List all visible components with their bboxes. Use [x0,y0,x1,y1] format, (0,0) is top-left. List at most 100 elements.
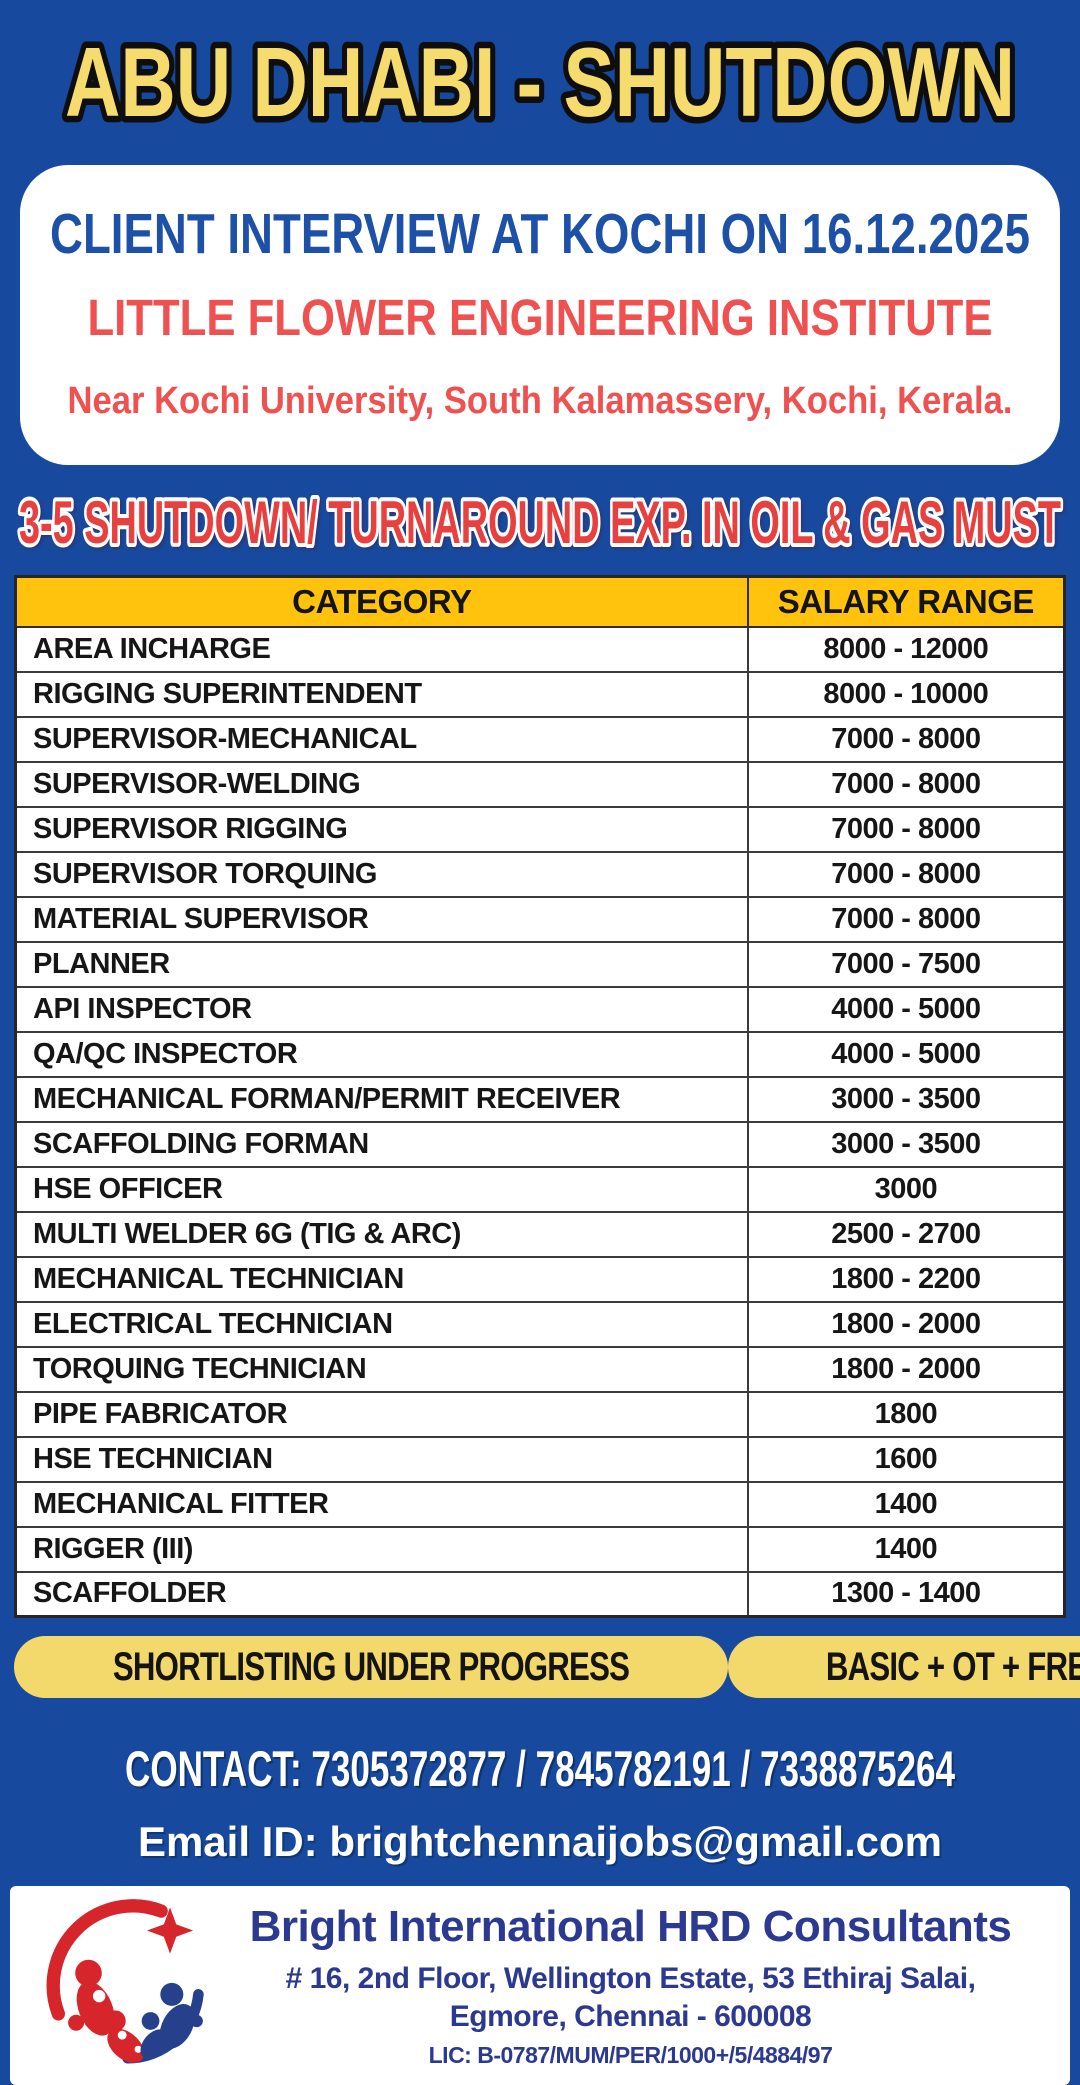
salary-cell: 4000 - 5000 [746,1030,1066,1078]
table-row: HSE OFFICER 3000 [14,1165,1066,1213]
salary-cell: 7000 - 8000 [746,805,1066,853]
table-row: PLANNER 7000 - 7500 [14,940,1066,988]
salary-cell: 1400 [746,1525,1066,1573]
category-cell: HSE OFFICER [14,1165,749,1213]
category-cell: MECHANICAL TECHNICIAN [14,1255,749,1303]
table-row: TORQUING TECHNICIAN 1800 - 2000 [14,1345,1066,1393]
experience-banner: 3-5 SHUTDOWN/ TURNAROUND EXP. IN OIL & G… [19,489,1061,556]
salary-cell: 4000 - 5000 [746,985,1066,1033]
salary-cell: 1800 - 2000 [746,1300,1066,1348]
category-cell: RIGGER (III) [14,1525,749,1573]
category-cell: SUPERVISOR RIGGING [14,805,749,853]
logo-figure-cutouts [92,1989,142,2053]
salary-cell: 3000 - 3500 [746,1075,1066,1123]
poster-title: ABU DHABI - SHUTDOWN [65,27,1015,137]
table-header-category: CATEGORY [14,575,749,628]
category-cell: MECHANICAL FITTER [14,1480,749,1528]
salary-cell: 2500 - 2700 [746,1210,1066,1258]
venue-name-svg: LITTLE FLOWER ENGINEERING INSTITUTE [88,289,993,346]
footer-text-block: Bright International HRD Consultants # 1… [225,1902,1056,2069]
salary-table-body: AREA INCHARGE 8000 - 12000 RIGGING SUPER… [14,625,1066,1618]
salary-cell: 1300 - 1400 [746,1570,1066,1618]
category-cell: SCAFFOLDING FORMAN [14,1120,749,1168]
table-header-row: CATEGORY SALARY RANGE [14,575,1066,628]
venue-name: LITTLE FLOWER ENGINEERING INSTITUTE [88,289,993,346]
salary-table: CATEGORY SALARY RANGE AREA INCHARGE 8000… [14,575,1066,1619]
badge-shortlisting-label: SHORTLISTING UNDER PROGRESS [112,1644,630,1689]
table-row: RIGGER (III) 1400 [14,1525,1066,1573]
category-cell: SUPERVISOR TORQUING [14,850,749,898]
category-cell: SUPERVISOR-WELDING [14,760,749,808]
logo-red-arc [46,1899,168,2021]
logo-blue-figures [140,1982,203,2059]
salary-cell: 1800 - 2000 [746,1345,1066,1393]
badges-row: SHORTLISTING UNDER PROGRESS BASIC + OT +… [14,1636,1080,1699]
salary-cell: 7000 - 8000 [746,850,1066,898]
category-cell: SUPERVISOR-MECHANICAL [14,715,749,763]
salary-cell: 3000 [746,1165,1066,1213]
logo-red-figures [68,1959,145,2063]
salary-cell: 1800 [746,1390,1066,1438]
badge-benefits-label: BASIC + OT + FREE FOOD & ACCO. [825,1644,1080,1689]
table-row: SCAFFOLDING FORMAN 3000 - 3500 [14,1120,1066,1168]
table-row: SCAFFOLDER 1300 - 1400 [14,1570,1066,1618]
logo-sparkle-icon [147,1907,194,1954]
poster-title-svg: ABU DHABI - SHUTDOWN [59,24,1022,141]
salary-cell: 3000 - 3500 [746,1120,1066,1168]
category-cell: MULTI WELDER 6G (TIG & ARC) [14,1210,749,1258]
badge-shortlisting: SHORTLISTING UNDER PROGRESS [14,1636,728,1699]
table-row: ELECTRICAL TECHNICIAN 1800 - 2000 [14,1300,1066,1348]
interview-card: CLIENT INTERVIEW AT KOCHI ON 16.12.2025 … [20,165,1060,466]
badge-benefits: BASIC + OT + FREE FOOD & ACCO. [727,1636,1080,1699]
category-cell: QA/QC INSPECTOR [14,1030,749,1078]
table-row: RIGGING SUPERINTENDENT 8000 - 10000 [14,670,1066,718]
salary-cell: 8000 - 10000 [746,670,1066,718]
category-cell: API INSPECTOR [14,985,749,1033]
salary-cell: 8000 - 12000 [746,625,1066,673]
category-cell: RIGGING SUPERINTENDENT [14,670,749,718]
category-cell: AREA INCHARGE [14,625,749,673]
company-name: Bright International HRD Consultants [249,1901,1012,1951]
table-row: AREA INCHARGE 8000 - 12000 [14,625,1066,673]
table-row: API INSPECTOR 4000 - 5000 [14,985,1066,1033]
category-cell: HSE TECHNICIAN [14,1435,749,1483]
category-cell: PLANNER [14,940,749,988]
category-cell: MATERIAL SUPERVISOR [14,895,749,943]
salary-cell: 1600 [746,1435,1066,1483]
venue-location: Near Kochi University, South Kalamassery… [68,380,1013,422]
table-row: MECHANICAL FITTER 1400 [14,1480,1066,1528]
table-row: PIPE FABRICATOR 1800 [14,1390,1066,1438]
venue-location-svg: Near Kochi University, South Kalamassery… [68,380,1013,422]
salary-cell: 7000 - 8000 [746,715,1066,763]
category-cell: SCAFFOLDER [14,1570,749,1618]
salary-cell: 7000 - 8000 [746,760,1066,808]
footer-card: Bright International HRD Consultants # 1… [10,1885,1070,2085]
table-header-salary: SALARY RANGE [746,575,1066,628]
category-cell: ELECTRICAL TECHNICIAN [14,1300,749,1348]
salary-cell: 1400 [746,1480,1066,1528]
category-cell: MECHANICAL FORMAN/PERMIT RECEIVER [14,1075,749,1123]
contact-line-svg: CONTACT: 7305372877 / 7845782191 / 73388… [125,1741,955,1796]
category-cell: TORQUING TECHNICIAN [14,1345,749,1393]
email-line: Email ID: brightchennaijobs@gmail.com [137,1817,943,1865]
contact-line: CONTACT: 7305372877 / 7845782191 / 73388… [125,1741,955,1796]
salary-cell: 7000 - 8000 [746,895,1066,943]
table-row: SUPERVISOR-MECHANICAL 7000 - 8000 [14,715,1066,763]
category-cell: PIPE FABRICATOR [14,1390,749,1438]
company-logo-icon [46,1899,204,2064]
company-address-line1: # 16, 2nd Floor, Wellington Estate, 53 E… [285,1961,976,1995]
table-row: MECHANICAL FORMAN/PERMIT RECEIVER 3000 -… [14,1075,1066,1123]
table-row: QA/QC INSPECTOR 4000 - 5000 [14,1030,1066,1078]
table-row: SUPERVISOR-WELDING 7000 - 8000 [14,760,1066,808]
table-row: HSE TECHNICIAN 1600 [14,1435,1066,1483]
interview-headline: CLIENT INTERVIEW AT KOCHI ON 16.12.2025 [50,202,1030,265]
table-row: SUPERVISOR RIGGING 7000 - 8000 [14,805,1066,853]
experience-banner-svg: 3-5 SHUTDOWN/ TURNAROUND EXP. IN OIL & G… [15,485,1065,559]
salary-cell: 1800 - 2200 [746,1255,1066,1303]
table-row: MECHANICAL TECHNICIAN 1800 - 2200 [14,1255,1066,1303]
interview-headline-svg: CLIENT INTERVIEW AT KOCHI ON 16.12.2025 [50,202,1030,265]
salary-cell: 7000 - 7500 [746,940,1066,988]
table-row: MATERIAL SUPERVISOR 7000 - 8000 [14,895,1066,943]
table-row: MULTI WELDER 6G (TIG & ARC) 2500 - 2700 [14,1210,1066,1258]
